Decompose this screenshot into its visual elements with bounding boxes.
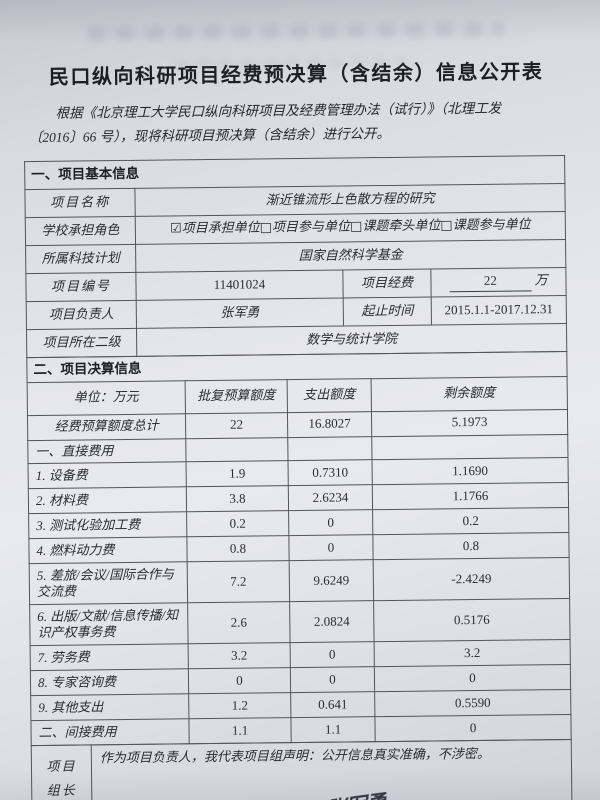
cell-approved: 0.8 xyxy=(186,536,290,563)
role-option-label: 课题牵头单位 xyxy=(362,217,441,234)
column-header-spent: 支出额度 xyxy=(287,378,372,413)
column-header-unit: 单位：万元 xyxy=(27,380,186,416)
cell-approved: 3.8 xyxy=(186,486,289,513)
settlement-table: 二、项目决算信息 单位：万元 批复预算额度 支出额度 剩余额度 经费预算额度总计… xyxy=(26,351,572,747)
project-name-label: 项目名称 xyxy=(24,187,136,218)
period-label: 起止时间 xyxy=(343,296,432,326)
intro-paragraph: 根据《北京理工大学民口纵向科研项目及经费管理办法（试行）》（北理工发 〔2016… xyxy=(28,96,569,151)
row-label: 1. 设备费 xyxy=(28,462,187,490)
budget-value: 22 万 xyxy=(430,267,567,297)
declaration-table: 项目 组长 声明 作为项目负责人，我代表项目组声明：公开信息真实准确，不涉密。 … xyxy=(31,739,573,800)
cell-remaining: 5.1973 xyxy=(371,409,568,437)
row-label: 二、间接费用 xyxy=(30,719,190,747)
row-label: 5. 差旅/会议/国际合作与交流费 xyxy=(29,562,188,606)
cell-remaining: 0.8 xyxy=(372,532,570,561)
budget-label: 项目经费 xyxy=(342,268,432,298)
cell-spent: 0.7310 xyxy=(288,460,373,487)
role-option-label: 项目承担单位 xyxy=(181,219,260,236)
cell-spent: 0 xyxy=(290,667,375,694)
row-label: 6. 出版/文献/信息传播/知识产权事务费 xyxy=(29,603,189,647)
role-option-label: 课题参与单位 xyxy=(452,216,531,233)
leader-value: 张军勇 xyxy=(136,297,344,328)
declaration-label-cell: 项目 组长 声明 xyxy=(31,745,93,800)
row-label: 3. 测试化验加工费 xyxy=(28,512,187,540)
cell-approved: 1.2 xyxy=(188,693,291,720)
cell-approved: 1.1 xyxy=(188,718,292,745)
bleed-through-text xyxy=(87,21,504,42)
cell-remaining xyxy=(371,434,568,461)
cell-remaining: 1.1766 xyxy=(372,482,569,511)
program-label: 所属科技计划 xyxy=(25,243,136,274)
intro-line-2: 〔2016〕66 号），现将科研项目预决算（含结余）进行公开。 xyxy=(28,126,391,146)
row-label: 4. 燃料动力费 xyxy=(28,537,188,565)
role-label: 学校承担角色 xyxy=(25,215,136,246)
cell-approved: 3.2 xyxy=(188,643,291,670)
table-row: 6. 出版/文献/信息传播/知识产权事务费 2.6 2.0824 0.5176 xyxy=(29,598,571,647)
cell-remaining: 0.2 xyxy=(372,507,569,536)
cell-spent: 0.641 xyxy=(290,692,375,719)
row-label: 经费预算额度总计 xyxy=(27,413,186,441)
cell-remaining: 0 xyxy=(374,664,571,693)
project-number-value: 11401024 xyxy=(135,269,344,300)
cell-spent: 1.1 xyxy=(290,717,376,744)
cell-spent: 0 xyxy=(290,642,375,669)
cell-remaining: 0.5590 xyxy=(374,689,571,718)
cell-approved: 0 xyxy=(188,668,291,695)
cell-spent: 9.6249 xyxy=(289,560,374,603)
cell-remaining: 1.1690 xyxy=(372,457,569,486)
row-label: 7. 劳务费 xyxy=(30,644,189,672)
cell-approved: 1.9 xyxy=(186,461,289,488)
checkbox-unchecked-icon: □ xyxy=(259,220,273,236)
row-label: 2. 材料费 xyxy=(28,487,187,515)
column-header-approved: 批复预算额度 xyxy=(185,379,288,414)
cell-remaining: 0 xyxy=(374,714,572,743)
cell-remaining: 3.2 xyxy=(374,639,571,668)
checkbox-unchecked-icon: □ xyxy=(440,218,453,234)
cell-approved xyxy=(185,437,289,463)
table-row: 5. 差旅/会议/国际合作与交流费 7.2 9.6249 -2.4249 xyxy=(29,557,570,606)
cell-spent: 2.6234 xyxy=(288,485,373,512)
row-label: 一、直接费用 xyxy=(27,438,187,465)
school-label: 项目所在二级 xyxy=(26,327,137,358)
cell-approved: 2.6 xyxy=(187,602,291,645)
cell-approved: 22 xyxy=(185,412,288,439)
basic-info-table: 一、项目基本信息 项目名称 渐近锥流形上色散方程的研究 学校承担角色 ☑项目承担… xyxy=(24,155,567,358)
declaration-label-line: 项目 xyxy=(46,758,77,775)
cell-approved: 0.2 xyxy=(186,511,289,538)
row-label: 9. 其他支出 xyxy=(30,694,189,722)
budget-amount: 22 xyxy=(449,272,532,292)
checkbox-checked-icon: ☑ xyxy=(169,221,182,237)
checkbox-unchecked-icon: □ xyxy=(349,219,363,235)
cell-spent: 16.8027 xyxy=(287,411,372,438)
declaration-statement: 作为项目负责人，我代表项目组声明：公开信息真实准确，不涉密。 xyxy=(99,746,490,766)
cell-remaining: -2.4249 xyxy=(373,557,570,602)
column-header-remaining: 剩余额度 xyxy=(371,376,568,412)
cell-spent: 2.0824 xyxy=(289,601,375,644)
budget-unit: 万 xyxy=(534,271,548,287)
cell-spent: 0 xyxy=(288,510,373,537)
cell-remaining: 0.5176 xyxy=(373,598,571,643)
project-number-label: 项目编号 xyxy=(25,271,137,302)
signature: 张军勇 xyxy=(327,789,390,800)
period-value: 2015.1.1-2017.12.31 xyxy=(431,295,567,325)
table-row: 项目 组长 声明 作为项目负责人，我代表项目组声明：公开信息真实准确，不涉密。 … xyxy=(31,739,573,800)
cell-approved: 7.2 xyxy=(187,561,290,604)
cell-spent xyxy=(287,436,373,462)
declaration-label-line: 组长 xyxy=(46,782,77,798)
row-label: 8. 专家咨询费 xyxy=(30,669,189,697)
declaration-body-cell: 作为项目负责人，我代表项目组声明：公开信息真实准确，不涉密。 项目组长（签字）：… xyxy=(91,739,573,800)
cell-spent: 0 xyxy=(288,535,374,562)
role-option-label: 项目参与单位 xyxy=(271,218,351,235)
leader-label: 项目负责人 xyxy=(26,299,137,330)
